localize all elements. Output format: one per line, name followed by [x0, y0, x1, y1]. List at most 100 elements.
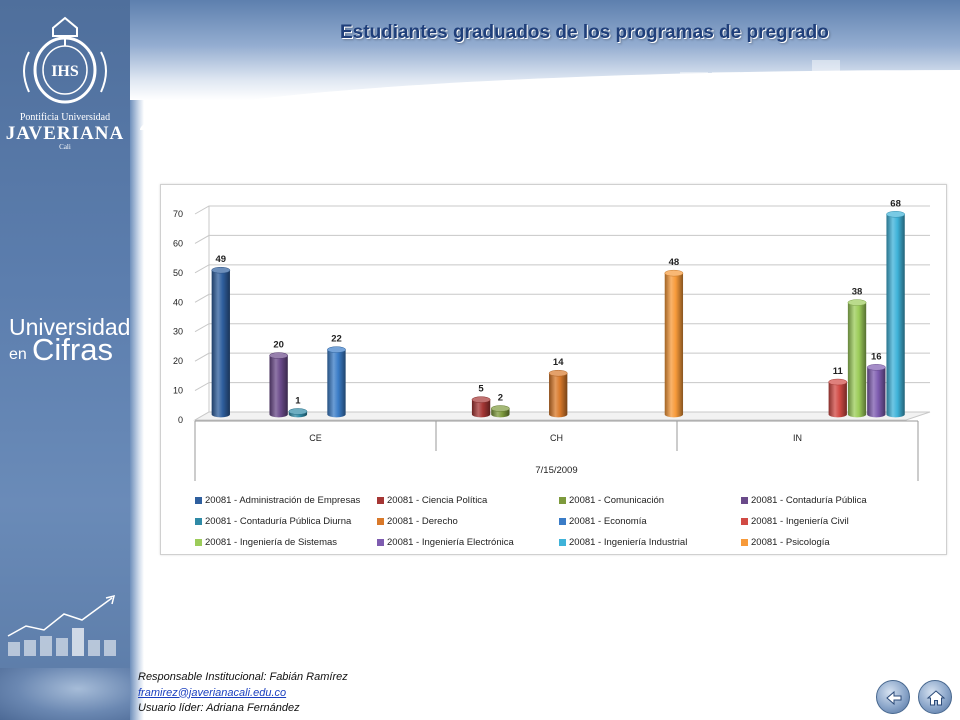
- data-label: 68: [890, 198, 901, 209]
- y-tick-label: 0: [178, 415, 183, 425]
- back-button[interactable]: [876, 680, 910, 714]
- legend-row: 20081 - Contaduría Pública Diurna 20081 -…: [195, 511, 935, 532]
- legend-item: 20081 - Economía: [559, 511, 741, 532]
- brand-line-2b: Cifras: [32, 332, 113, 367]
- legend-label: 20081 - Psicología: [751, 537, 830, 548]
- bar: [211, 270, 230, 418]
- footer: Responsable Institucional: Fabián Ramíre…: [138, 670, 348, 717]
- x-axis-label: 7/15/2009: [535, 465, 577, 476]
- back-arrow-icon: [886, 690, 902, 706]
- home-button[interactable]: [918, 680, 952, 714]
- bar-cap: [327, 346, 346, 353]
- y-tick-label: 30: [173, 327, 183, 337]
- legend-item: 20081 - Psicología: [741, 532, 923, 553]
- legend-label: 20081 - Comunicación: [569, 495, 665, 506]
- x-tick-label: IN: [793, 433, 802, 443]
- footer-leader: Usuario líder: Adriana Fernández: [138, 702, 300, 714]
- bar-cap: [828, 378, 848, 386]
- y-tick-label: 60: [173, 238, 183, 248]
- data-label: 11: [833, 366, 844, 377]
- x-tick-label: CE: [309, 433, 322, 443]
- legend-label: 20081 - Ingeniería Electrónica: [387, 537, 514, 548]
- sidebar-photo: [0, 668, 130, 720]
- chart-container: 0 10 20 30 40 50 60 70 CE CH IN 7/15/2009 49 20 1 22 5 2 1…: [160, 184, 947, 555]
- legend-swatch: [195, 518, 202, 525]
- legend-label: 20081 - Contaduría Pública: [751, 495, 867, 506]
- institution-city: Cali: [59, 143, 71, 151]
- y-tick-label: 10: [173, 386, 183, 396]
- bar-cap: [490, 405, 510, 412]
- bar-cap: [866, 364, 886, 371]
- chart-legend: 20081 - Administración de Empresas 20081 …: [195, 490, 935, 553]
- legend-swatch: [559, 518, 566, 525]
- gridline: [194, 234, 930, 244]
- legend-item: 20081 - Ingeniería de Sistemas: [195, 532, 377, 553]
- bar: [664, 273, 684, 418]
- footer-email-link[interactable]: framirez@javerianacali.edu.co: [138, 686, 287, 699]
- bar: [327, 349, 346, 418]
- data-label: 20: [273, 340, 284, 351]
- bar: [886, 214, 905, 418]
- legend-label: 20081 - Derecho: [387, 516, 458, 527]
- bar: [549, 373, 568, 418]
- legend-swatch: [741, 539, 748, 546]
- legend-label: 20081 - Ingeniería de Sistemas: [205, 537, 338, 548]
- bar: [471, 399, 491, 418]
- y-tick-label: 50: [173, 268, 183, 278]
- bar-cap: [886, 211, 906, 218]
- brand-line-2a: en: [9, 346, 27, 363]
- institution-line-1: Pontificia Universidad: [19, 112, 111, 123]
- y-tick-label: 70: [173, 209, 183, 219]
- legend-row: 20081 - Ingeniería de Sistemas 20081 - In…: [195, 532, 935, 553]
- data-label: 48: [669, 257, 680, 268]
- legend-label: 20081 - Administración de Empresas: [205, 495, 361, 506]
- legend-swatch: [741, 497, 748, 504]
- bar-cap: [288, 408, 308, 415]
- sidebar-edge: [130, 0, 144, 720]
- legend-label: 20081 - Ingeniería Civil: [751, 516, 849, 527]
- legend-swatch: [377, 497, 384, 504]
- legend-item: 20081 - Ingeniería Electrónica: [377, 532, 559, 553]
- gridline: [194, 293, 930, 303]
- legend-item: 20081 - Administración de Empresas: [195, 490, 377, 511]
- y-tick-label: 40: [173, 297, 183, 307]
- bar: [269, 355, 288, 418]
- legend-item: 20081 - Comunicación: [559, 490, 741, 511]
- legend-swatch: [377, 539, 384, 546]
- bar-cap: [664, 269, 684, 277]
- legend-item: 20081 - Derecho: [377, 511, 559, 532]
- seal-text: IHS: [51, 63, 79, 80]
- legend-item: 20081 - Contaduría Pública: [741, 490, 923, 511]
- legend-label: 20081 - Ingeniería Industrial: [569, 537, 688, 548]
- legend-row: 20081 - Administración de Empresas 20081 …: [195, 490, 935, 511]
- legend-swatch: [559, 497, 566, 504]
- footer-responsible: Responsable Institucional: Fabián Ramíre…: [138, 671, 348, 683]
- institution-name: JAVERIANA: [5, 123, 125, 144]
- gridline: [194, 264, 930, 274]
- legend-swatch: [195, 539, 202, 546]
- data-label: 5: [478, 384, 484, 395]
- bar: [867, 367, 886, 418]
- bar-cap: [471, 396, 491, 403]
- data-label: 14: [553, 357, 564, 368]
- bar-cap: [847, 299, 867, 306]
- legend-swatch: [559, 539, 566, 546]
- brand-line-1: Universidad: [9, 314, 131, 340]
- legend-item: 20081 - Ciencia Política: [377, 490, 559, 511]
- legend-swatch: [377, 518, 384, 525]
- legend-label: 20081 - Economía: [569, 516, 647, 527]
- data-label: 2: [498, 393, 503, 404]
- growth-graph-icon: [7, 594, 116, 656]
- data-label: 16: [871, 351, 882, 362]
- bar-cap: [269, 352, 289, 359]
- data-label: 38: [852, 287, 863, 298]
- bar: [847, 302, 867, 418]
- bar-cap: [548, 369, 568, 377]
- bar-chart: 0 10 20 30 40 50 60 70 CE CH IN 7/15/2009 49 20 1 22 5 2 1…: [173, 198, 931, 481]
- data-label: 49: [216, 254, 227, 265]
- legend-label: 20081 - Contaduría Pública Diurna: [205, 516, 352, 527]
- data-label: 22: [331, 334, 342, 345]
- legend-item: 20081 - Ingeniería Industrial: [559, 532, 741, 553]
- y-tick-label: 20: [173, 356, 183, 366]
- legend-item: 20081 - Ingeniería Civil: [741, 511, 923, 532]
